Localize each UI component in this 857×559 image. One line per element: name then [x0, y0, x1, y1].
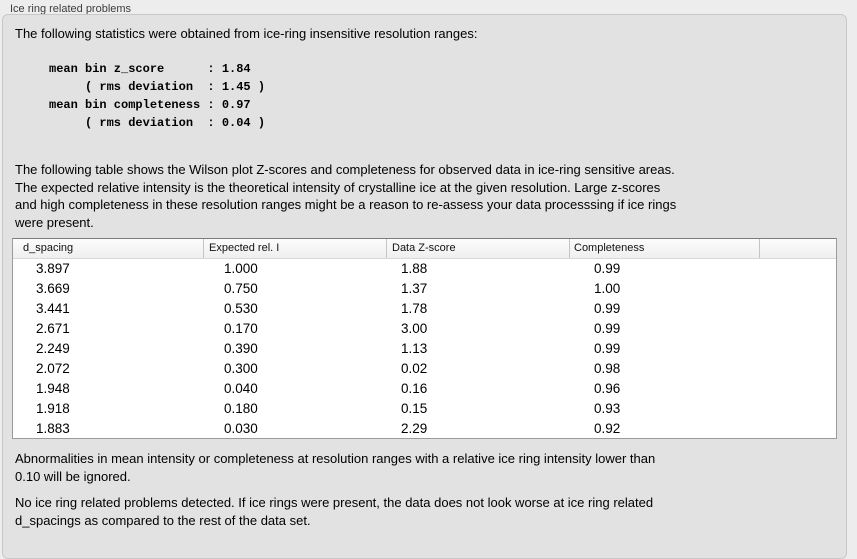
table-cell: 0.96	[594, 380, 621, 396]
table-cell: 0.92	[594, 420, 621, 436]
table-cell: 2.671	[36, 321, 70, 337]
table-row[interactable]: 2.671 0.170 3.00 0.99	[13, 319, 836, 339]
table-description-text: The following table shows the Wilson plo…	[15, 162, 677, 230]
table-cell: 0.180	[224, 400, 258, 416]
table-row[interactable]: 1.883 0.030 2.29 0.92	[13, 419, 836, 439]
table-cell: 2.072	[36, 360, 70, 376]
table-cell: 0.750	[224, 281, 258, 297]
table-cell: 1.37	[401, 281, 428, 297]
table-row[interactable]: 3.897 1.000 1.88 0.99	[13, 259, 836, 279]
table-row[interactable]: 3.669 0.750 1.37 1.00	[13, 279, 836, 299]
table-body: 3.897 1.000 1.88 0.99 3.669 0.750 1.37 1.00 3.44…	[13, 259, 836, 438]
column-header-expected-rel-i[interactable]: Expected rel. I	[203, 239, 386, 259]
table-cell: 0.02	[401, 360, 428, 376]
table-cell: 1.883	[36, 420, 70, 436]
table-cell: 3.441	[36, 301, 70, 317]
table-cell: 3.00	[401, 321, 428, 337]
column-header-empty	[759, 239, 836, 259]
table-cell: 1.13	[401, 340, 428, 356]
table-row[interactable]: 2.072 0.300 0.02 0.98	[13, 359, 836, 379]
table-cell: 2.29	[401, 420, 428, 436]
table-cell: 1.918	[36, 400, 70, 416]
table-cell: 0.16	[401, 380, 428, 396]
stats-intro-text: The following statistics were obtained f…	[15, 26, 478, 41]
table-cell: 0.98	[594, 360, 621, 376]
column-header-d-spacing[interactable]: d_spacing	[23, 242, 74, 255]
table-cell: 1.948	[36, 380, 70, 396]
table-row[interactable]: 1.948 0.040 0.16 0.96	[13, 379, 836, 399]
table-cell: 0.99	[594, 321, 621, 337]
table-header-row: d_spacing Expected rel. I Data Z-score C…	[13, 239, 836, 260]
table-cell: 3.897	[36, 261, 70, 277]
table-cell: 0.040	[224, 380, 258, 396]
table-cell: 0.99	[594, 340, 621, 356]
table-cell: 1.000	[224, 261, 258, 277]
results-table: d_spacing Expected rel. I Data Z-score C…	[12, 238, 837, 440]
table-cell: 1.00	[594, 281, 621, 297]
abnormalities-note-text: Abnormalities in mean intensity or compl…	[15, 451, 656, 484]
table-cell: 0.030	[224, 420, 258, 436]
table-cell: 0.530	[224, 301, 258, 317]
table-cell: 0.93	[594, 400, 621, 416]
stats-block: mean bin z_score : 1.84 ( rms deviation …	[49, 62, 266, 130]
column-header-data-z-score[interactable]: Data Z-score	[386, 239, 569, 259]
table-cell: 0.390	[224, 340, 258, 356]
conclusion-text: No ice ring related problems detected. I…	[15, 495, 654, 528]
table-cell: 0.300	[224, 360, 258, 376]
table-cell: 2.249	[36, 340, 70, 356]
table-cell: 1.88	[401, 261, 428, 277]
table-cell: 0.15	[401, 400, 428, 416]
table-row[interactable]: 2.249 0.390 1.13 0.99	[13, 339, 836, 359]
table-cell: 0.170	[224, 321, 258, 337]
table-row[interactable]: 1.918 0.180 0.15 0.93	[13, 399, 836, 419]
table-cell: 3.669	[36, 281, 70, 297]
table-cell: 0.99	[594, 301, 621, 317]
table-cell: 1.78	[401, 301, 428, 317]
table-cell: 0.99	[594, 261, 621, 277]
table-row[interactable]: 3.441 0.530 1.78 0.99	[13, 299, 836, 319]
ice-ring-panel: The following statistics were obtained f…	[2, 14, 847, 559]
column-header-completeness[interactable]: Completeness	[569, 239, 759, 259]
panel-title: Ice ring related problems	[10, 3, 132, 15]
